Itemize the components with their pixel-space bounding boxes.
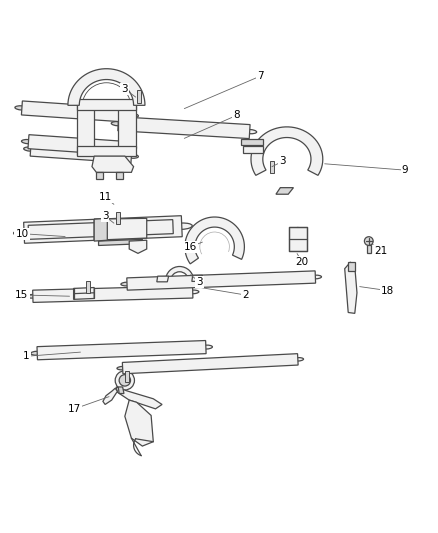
Ellipse shape bbox=[27, 294, 39, 298]
Ellipse shape bbox=[24, 147, 38, 151]
Ellipse shape bbox=[116, 146, 130, 150]
Ellipse shape bbox=[124, 154, 138, 158]
Ellipse shape bbox=[117, 366, 128, 370]
Circle shape bbox=[134, 232, 141, 239]
Polygon shape bbox=[276, 188, 293, 194]
Text: 3: 3 bbox=[102, 211, 109, 221]
Polygon shape bbox=[94, 219, 107, 241]
Polygon shape bbox=[116, 172, 123, 179]
Polygon shape bbox=[30, 142, 132, 163]
Polygon shape bbox=[269, 161, 273, 173]
Ellipse shape bbox=[111, 122, 125, 126]
Polygon shape bbox=[99, 239, 142, 246]
Text: 21: 21 bbox=[374, 246, 388, 256]
Polygon shape bbox=[157, 276, 169, 282]
Text: 7: 7 bbox=[257, 71, 264, 81]
Polygon shape bbox=[28, 220, 173, 239]
Polygon shape bbox=[92, 156, 134, 172]
Ellipse shape bbox=[309, 275, 321, 279]
Text: 15: 15 bbox=[15, 290, 28, 300]
Polygon shape bbox=[68, 69, 145, 106]
Polygon shape bbox=[94, 219, 147, 240]
Polygon shape bbox=[116, 387, 162, 409]
Polygon shape bbox=[103, 388, 117, 405]
Circle shape bbox=[87, 294, 90, 297]
Ellipse shape bbox=[21, 230, 35, 235]
Ellipse shape bbox=[243, 130, 257, 134]
Polygon shape bbox=[74, 287, 94, 300]
Circle shape bbox=[295, 240, 301, 246]
Circle shape bbox=[171, 272, 188, 289]
Polygon shape bbox=[192, 275, 202, 281]
Ellipse shape bbox=[21, 140, 35, 144]
Polygon shape bbox=[96, 172, 103, 179]
Polygon shape bbox=[241, 140, 263, 145]
Text: 11: 11 bbox=[99, 192, 112, 203]
Polygon shape bbox=[125, 372, 129, 382]
Ellipse shape bbox=[121, 282, 133, 286]
Text: 1: 1 bbox=[23, 351, 30, 361]
Polygon shape bbox=[122, 354, 298, 374]
Ellipse shape bbox=[199, 345, 212, 349]
Circle shape bbox=[295, 233, 301, 240]
Text: 2: 2 bbox=[242, 290, 249, 300]
Polygon shape bbox=[137, 91, 141, 103]
Ellipse shape bbox=[292, 358, 304, 361]
Text: 8: 8 bbox=[233, 110, 240, 120]
Polygon shape bbox=[24, 216, 182, 243]
Polygon shape bbox=[345, 262, 357, 313]
Text: 17: 17 bbox=[68, 404, 81, 414]
Ellipse shape bbox=[124, 113, 138, 118]
Polygon shape bbox=[21, 101, 132, 123]
Ellipse shape bbox=[15, 106, 29, 110]
Polygon shape bbox=[118, 117, 250, 139]
Polygon shape bbox=[28, 135, 123, 155]
Polygon shape bbox=[117, 212, 120, 224]
Polygon shape bbox=[77, 99, 136, 110]
Polygon shape bbox=[367, 246, 371, 253]
Text: 16: 16 bbox=[184, 242, 197, 252]
Circle shape bbox=[119, 375, 131, 386]
Text: 3: 3 bbox=[279, 156, 286, 166]
Text: 20: 20 bbox=[296, 257, 309, 267]
Polygon shape bbox=[33, 286, 193, 302]
Polygon shape bbox=[37, 341, 206, 360]
Ellipse shape bbox=[166, 224, 180, 229]
Circle shape bbox=[166, 266, 194, 295]
Ellipse shape bbox=[171, 223, 192, 229]
Ellipse shape bbox=[14, 230, 35, 236]
Polygon shape bbox=[86, 281, 90, 293]
Text: 3: 3 bbox=[121, 84, 128, 94]
Circle shape bbox=[77, 295, 81, 298]
Text: 10: 10 bbox=[15, 229, 28, 239]
Polygon shape bbox=[243, 146, 263, 152]
Polygon shape bbox=[125, 400, 153, 446]
Ellipse shape bbox=[187, 290, 199, 294]
Text: 18: 18 bbox=[381, 286, 394, 296]
Circle shape bbox=[115, 371, 134, 390]
Polygon shape bbox=[185, 217, 244, 264]
Polygon shape bbox=[77, 100, 94, 155]
Circle shape bbox=[364, 237, 373, 246]
Polygon shape bbox=[118, 387, 124, 393]
Polygon shape bbox=[129, 240, 147, 253]
Polygon shape bbox=[127, 271, 316, 290]
Text: 3: 3 bbox=[196, 277, 203, 287]
Text: 9: 9 bbox=[402, 165, 409, 175]
Polygon shape bbox=[289, 227, 307, 251]
Polygon shape bbox=[348, 262, 355, 271]
Circle shape bbox=[295, 228, 301, 233]
Ellipse shape bbox=[31, 351, 44, 355]
Circle shape bbox=[350, 288, 354, 293]
Polygon shape bbox=[118, 104, 136, 148]
Polygon shape bbox=[251, 127, 323, 175]
Polygon shape bbox=[77, 146, 136, 156]
